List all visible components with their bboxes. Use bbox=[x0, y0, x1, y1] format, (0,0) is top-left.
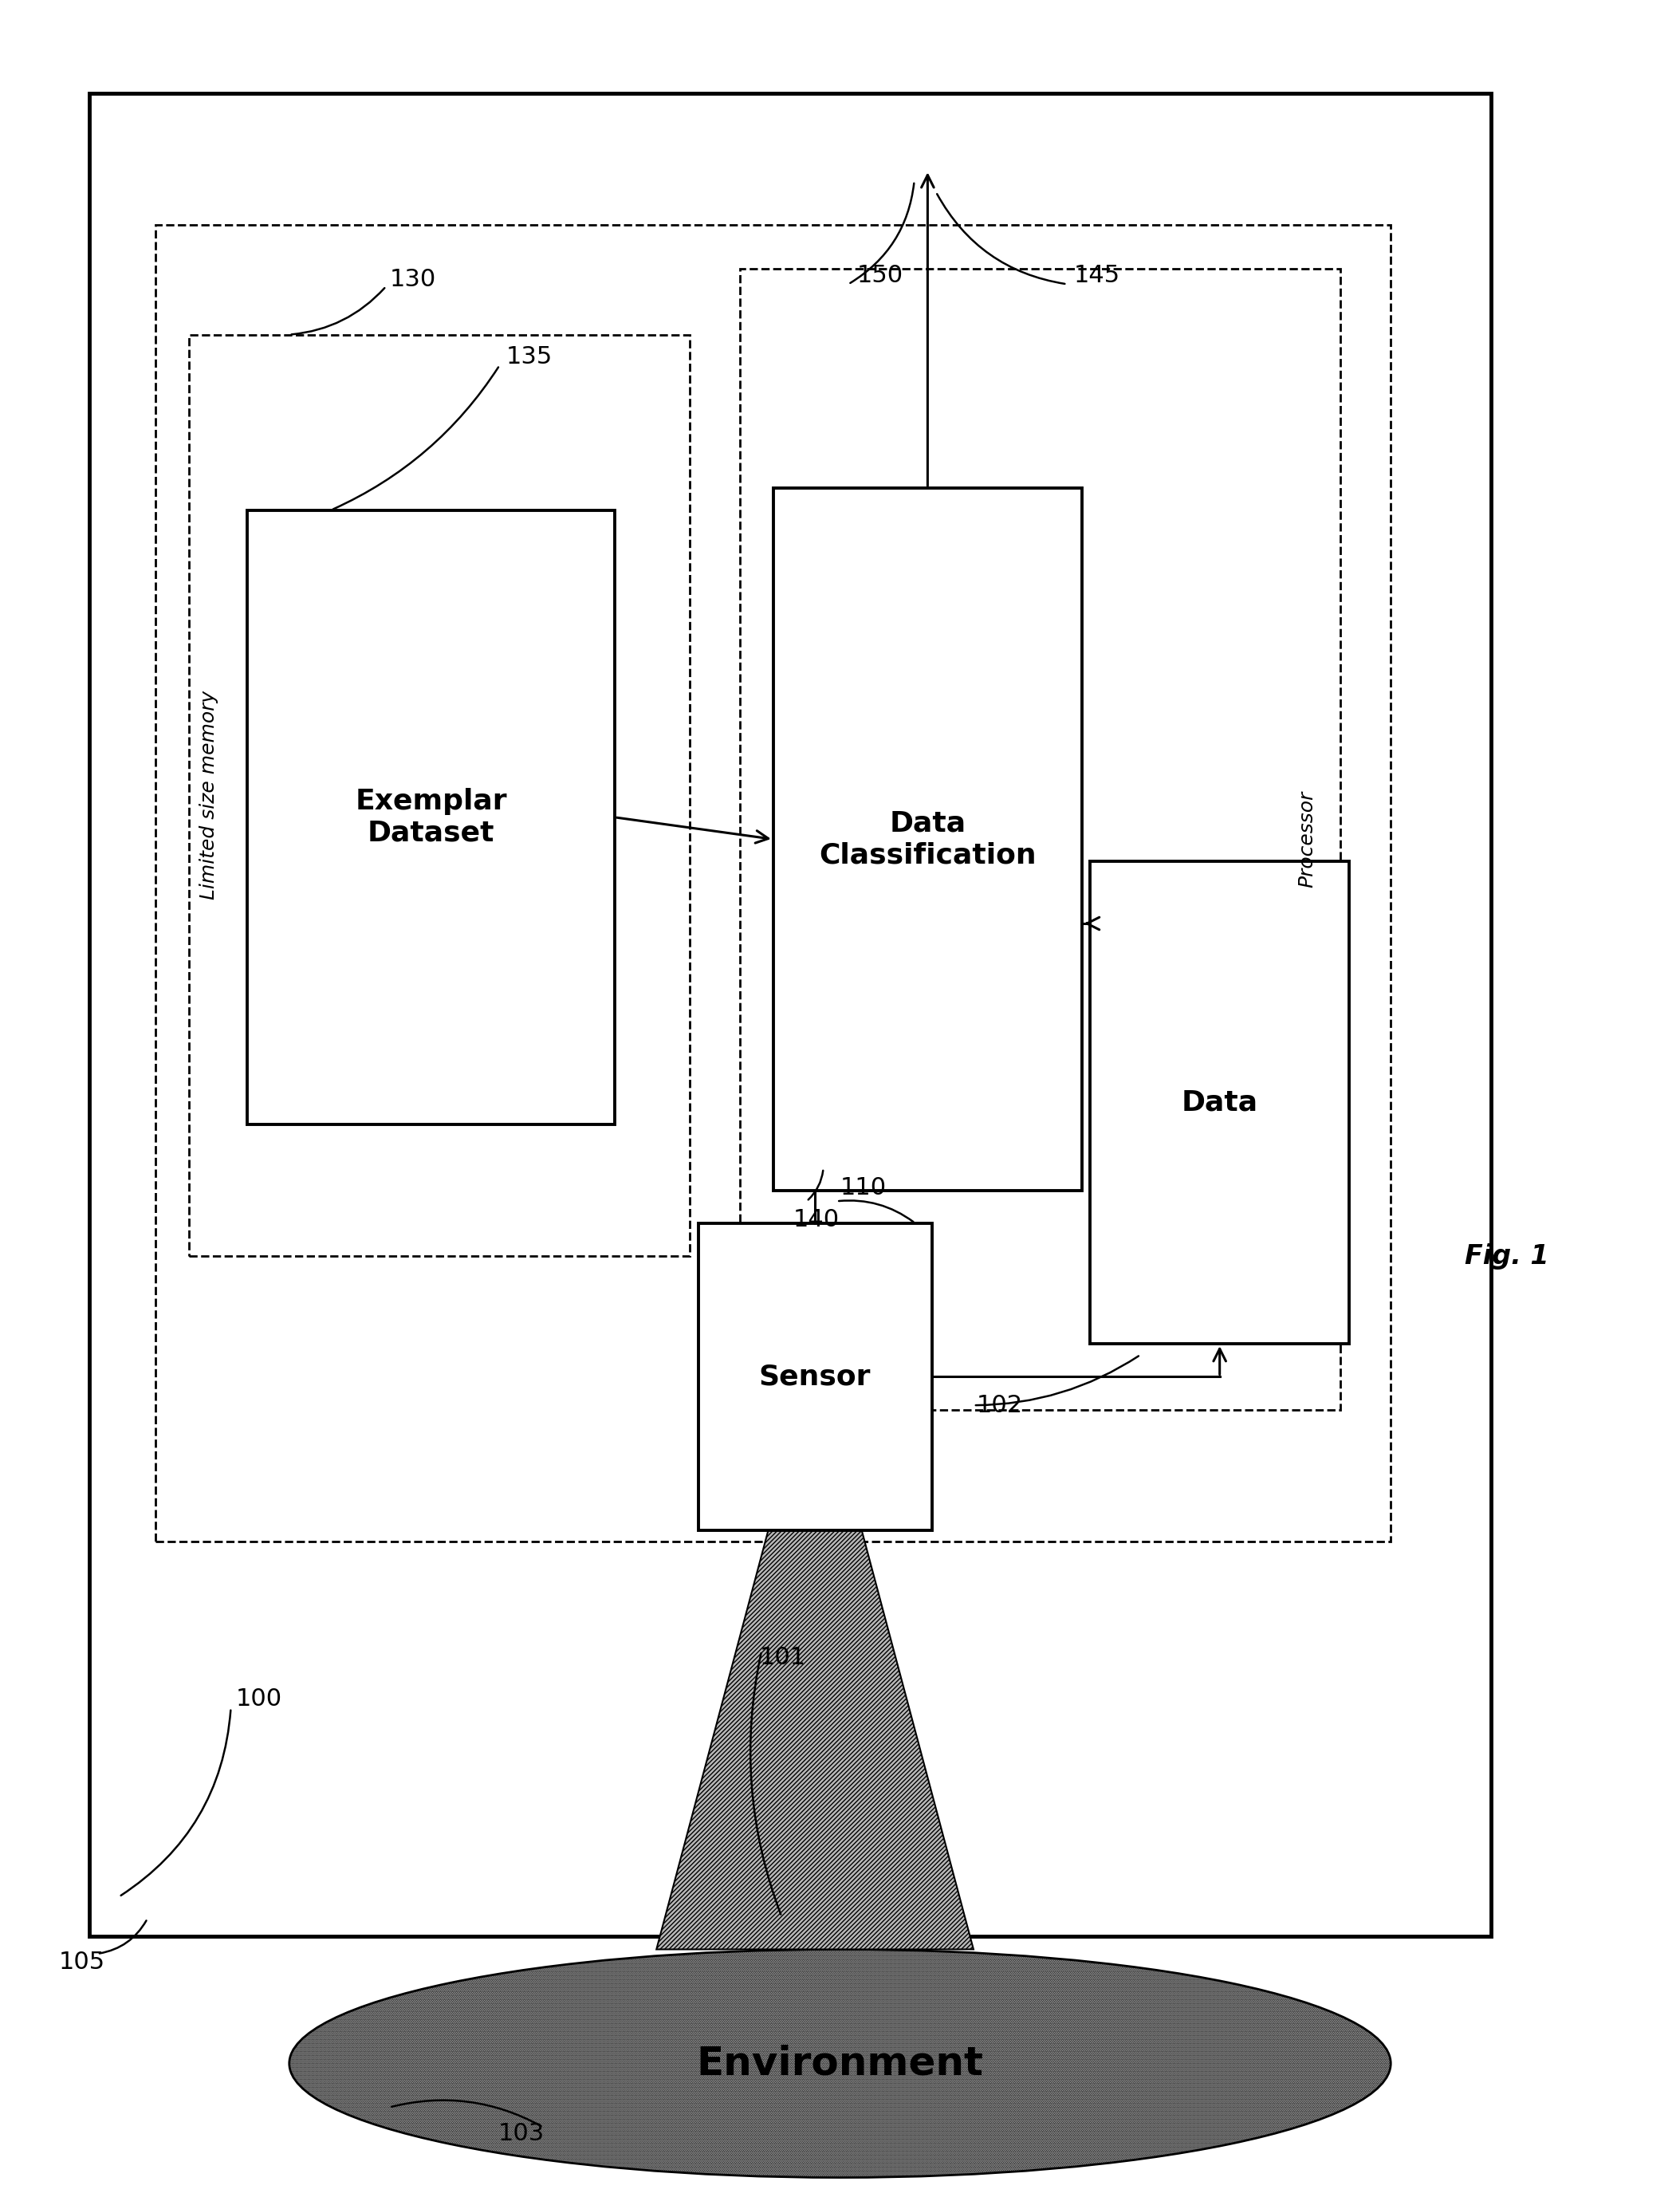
Bar bbox=[156, 225, 1391, 1541]
Text: 145: 145 bbox=[1074, 265, 1121, 287]
Text: Data: Data bbox=[1181, 1089, 1258, 1116]
Text: 105: 105 bbox=[59, 1951, 106, 1973]
Text: Sensor: Sensor bbox=[759, 1363, 870, 1391]
Text: Fig. 1: Fig. 1 bbox=[1465, 1244, 1549, 1270]
Polygon shape bbox=[657, 1530, 973, 1949]
Text: Limited size memory: Limited size memory bbox=[200, 690, 218, 900]
Text: Exemplar
Dataset: Exemplar Dataset bbox=[354, 787, 507, 847]
Bar bbox=[699, 1224, 932, 1530]
Bar bbox=[89, 93, 1490, 1936]
Ellipse shape bbox=[289, 1949, 1391, 2179]
Bar bbox=[739, 269, 1341, 1409]
Text: Processor: Processor bbox=[1297, 792, 1317, 889]
Text: 102: 102 bbox=[976, 1394, 1023, 1418]
Bar bbox=[1090, 862, 1349, 1343]
Text: 150: 150 bbox=[857, 265, 904, 287]
Text: 101: 101 bbox=[759, 1645, 806, 1669]
Text: 130: 130 bbox=[390, 269, 435, 291]
Bar bbox=[773, 487, 1082, 1191]
Text: Environment: Environment bbox=[697, 2044, 983, 2082]
Text: 135: 135 bbox=[506, 344, 553, 368]
Bar bbox=[190, 335, 690, 1257]
Text: Data
Classification: Data Classification bbox=[818, 809, 1037, 869]
Text: 110: 110 bbox=[840, 1175, 887, 1200]
Bar bbox=[247, 509, 615, 1125]
Text: 103: 103 bbox=[497, 2121, 544, 2145]
Text: 140: 140 bbox=[793, 1208, 840, 1230]
Text: 100: 100 bbox=[235, 1687, 282, 1711]
